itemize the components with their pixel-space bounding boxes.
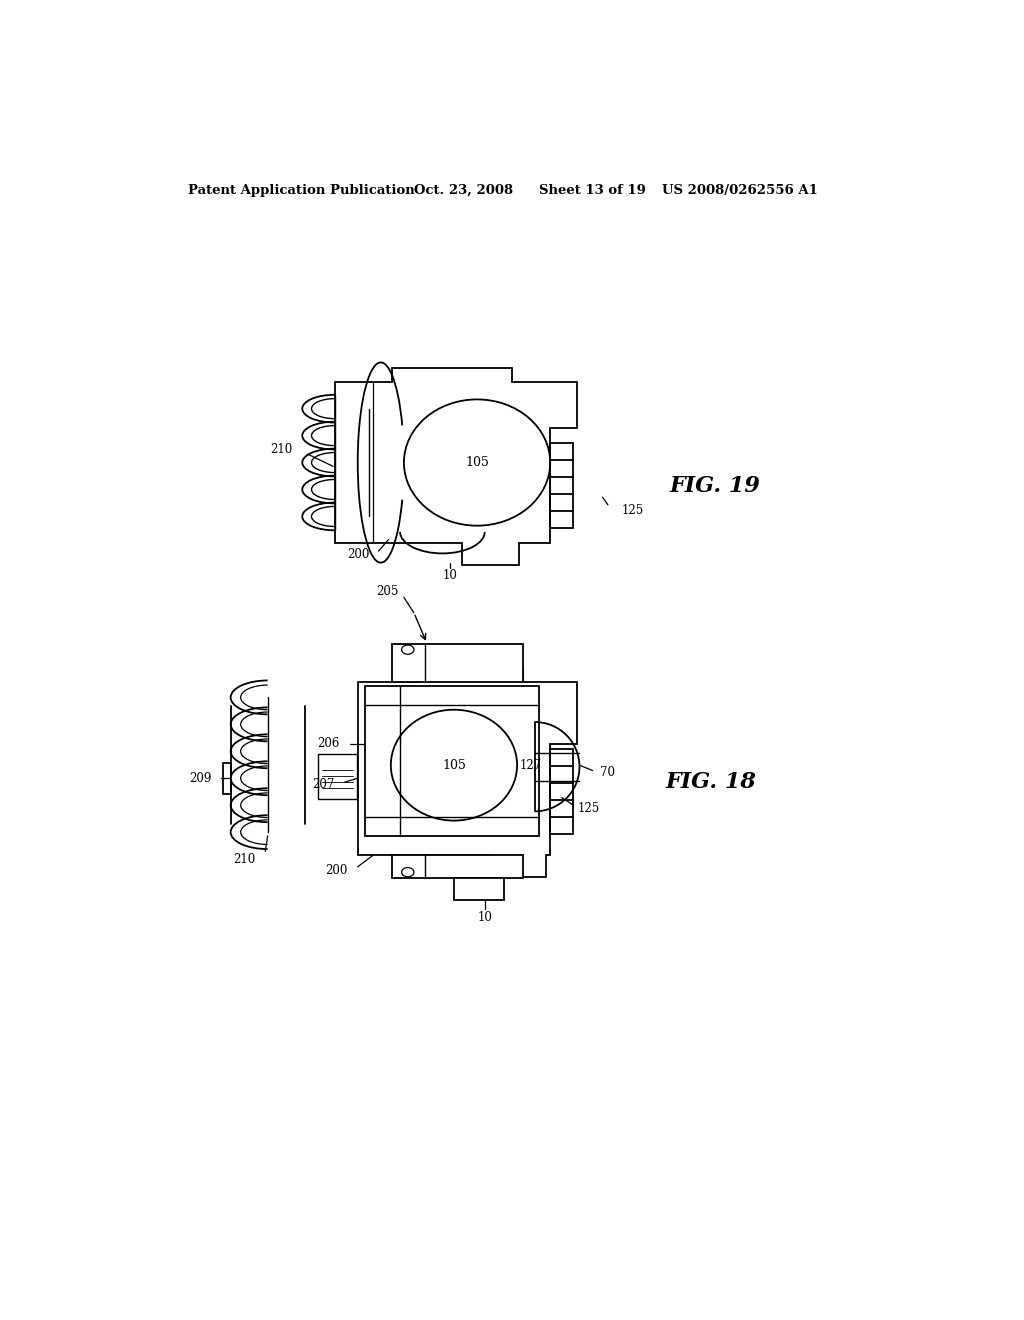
Polygon shape — [335, 368, 578, 565]
Text: Patent Application Publication: Patent Application Publication — [188, 185, 415, 197]
Text: 200: 200 — [347, 548, 370, 561]
Text: 10: 10 — [442, 569, 458, 582]
Text: 70: 70 — [600, 767, 615, 779]
Text: 125: 125 — [622, 504, 644, 517]
Text: 10: 10 — [477, 911, 493, 924]
Text: 200: 200 — [326, 865, 348, 878]
Bar — [454, 878, 504, 900]
Text: 206: 206 — [317, 737, 340, 750]
Text: 127: 127 — [519, 759, 542, 772]
Bar — [366, 686, 539, 836]
Ellipse shape — [401, 645, 414, 655]
Text: FIG. 18: FIG. 18 — [666, 771, 757, 793]
Text: 105: 105 — [465, 455, 489, 469]
Ellipse shape — [403, 400, 550, 525]
Text: 105: 105 — [442, 759, 466, 772]
Text: 207: 207 — [312, 777, 335, 791]
Ellipse shape — [391, 710, 517, 821]
Text: US 2008/0262556 A1: US 2008/0262556 A1 — [662, 185, 818, 197]
Bar — [392, 644, 523, 682]
Bar — [392, 855, 523, 878]
Text: 125: 125 — [578, 801, 599, 814]
Text: 210: 210 — [270, 444, 292, 455]
Text: 209: 209 — [189, 772, 211, 785]
Text: 205: 205 — [376, 585, 398, 598]
Text: Oct. 23, 2008: Oct. 23, 2008 — [414, 185, 513, 197]
Text: FIG. 19: FIG. 19 — [670, 475, 761, 496]
Text: 210: 210 — [233, 853, 255, 866]
Ellipse shape — [401, 867, 414, 876]
Bar — [318, 755, 357, 799]
Text: Sheet 13 of 19: Sheet 13 of 19 — [539, 185, 645, 197]
Bar — [223, 763, 230, 793]
Polygon shape — [357, 668, 578, 876]
